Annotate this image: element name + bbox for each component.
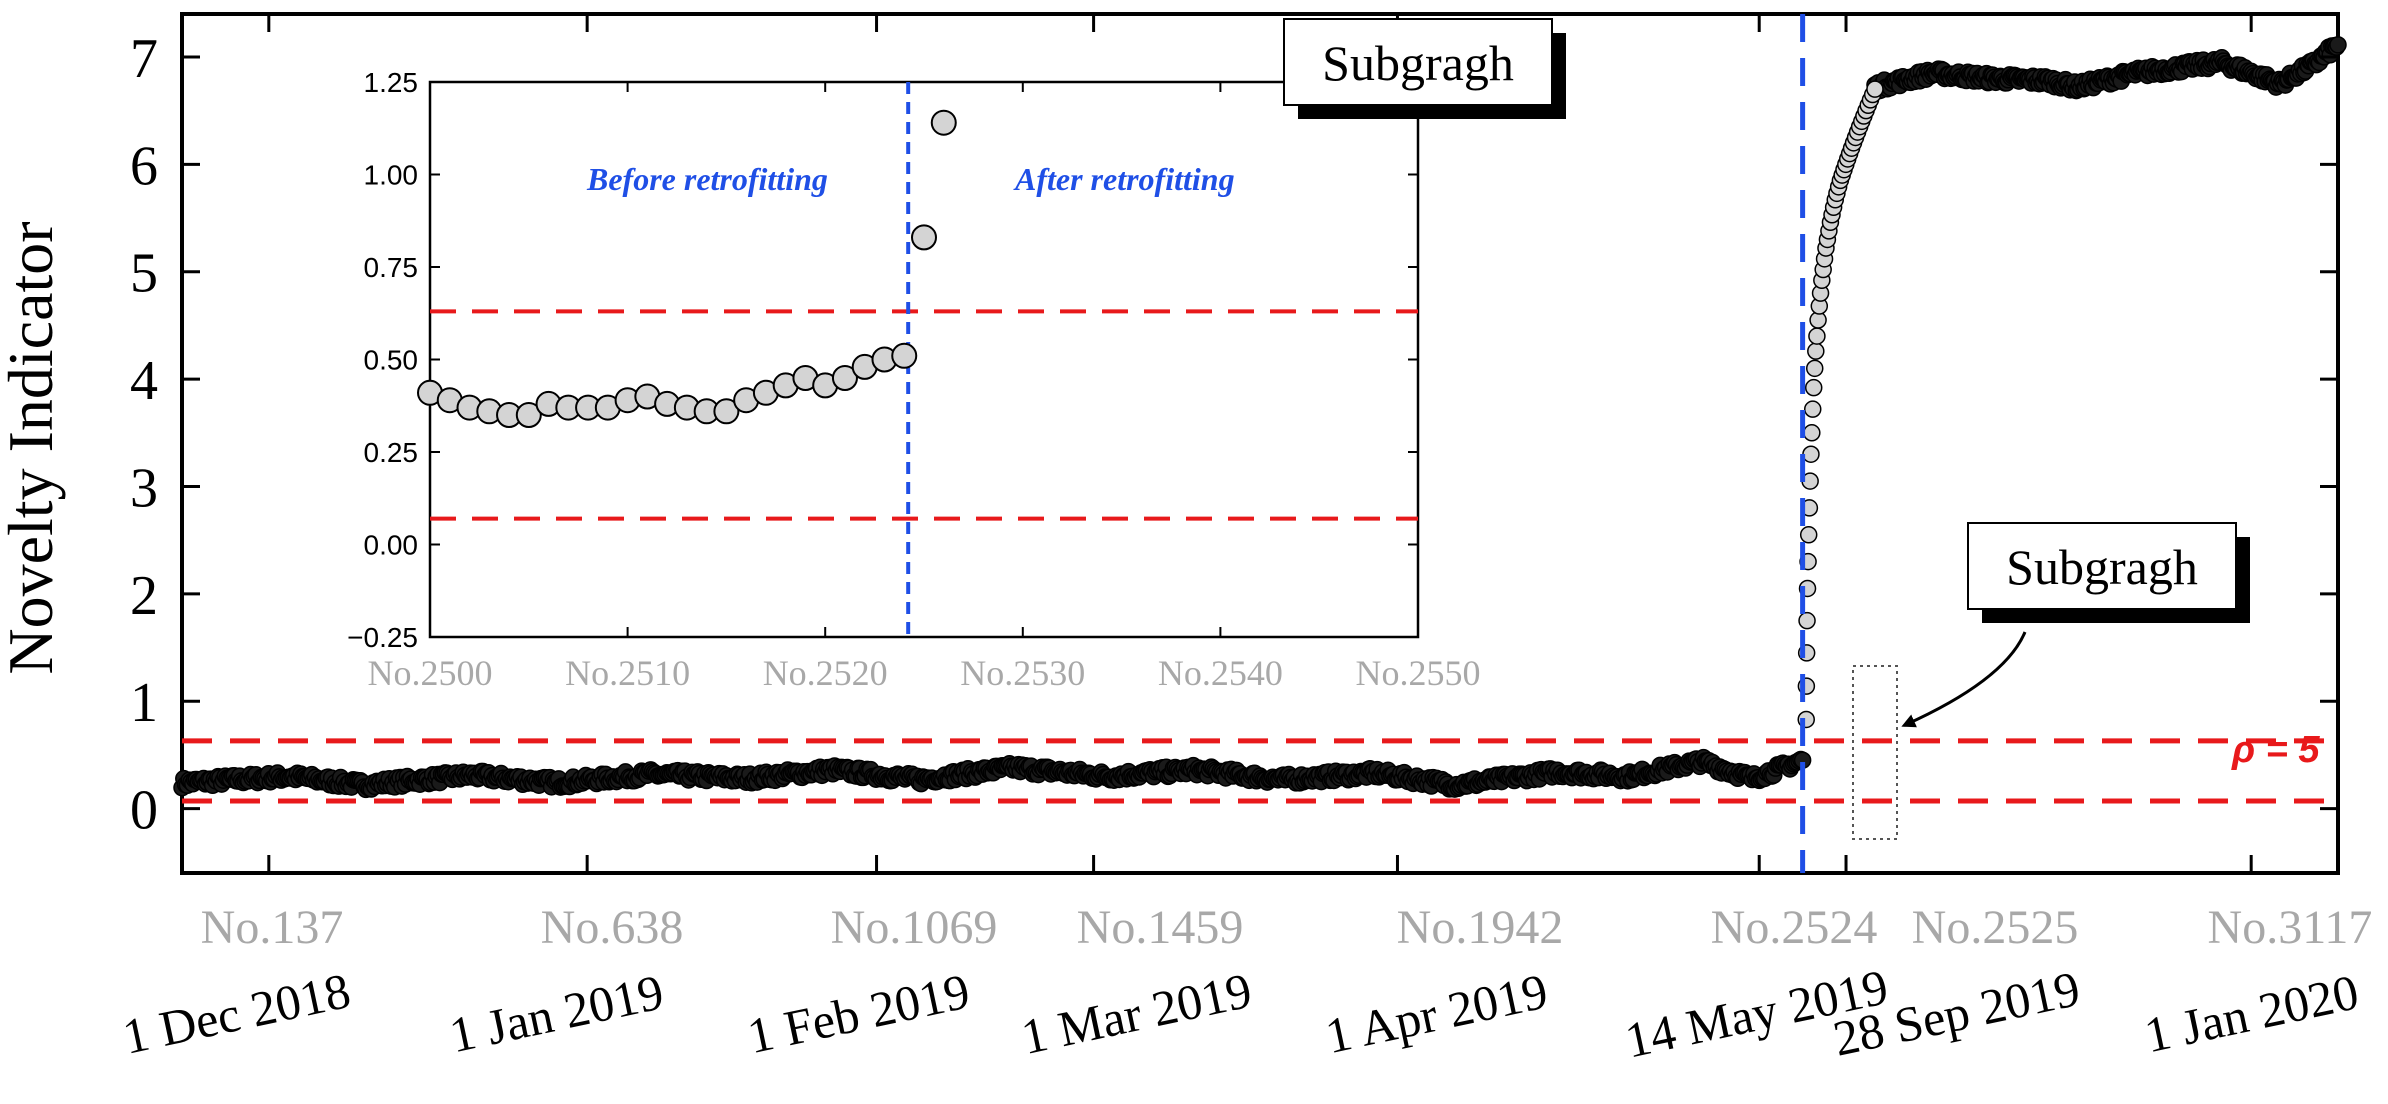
date-label: 1 Mar 2019 (1017, 962, 1257, 1065)
x-tick-label: No.2524 (1711, 901, 1878, 954)
inset-y-tick-label: −0.25 (347, 622, 418, 653)
y-tick-label: 4 (130, 350, 158, 412)
x-tick-label: No.3117 (2208, 901, 2373, 954)
inset-data-point (891, 342, 918, 369)
data-point (1804, 378, 1823, 397)
inset-y-tick-label: 0.50 (364, 345, 419, 376)
inset-before-retrofitting-label: Before retrofitting (586, 161, 828, 197)
y-tick-label: 2 (130, 565, 158, 627)
inset-y-tick-label: 0.75 (364, 252, 419, 283)
data-point (1807, 342, 1825, 360)
date-label: 1 Apr 2019 (1321, 963, 1553, 1065)
data-point (1798, 611, 1816, 630)
inset-y-tick-label: 1.25 (364, 67, 419, 98)
inset-y-tick-label: 0.00 (364, 530, 419, 561)
subgraph-callout-label: Subgragh (2006, 539, 2198, 595)
inset-y-tick-label: 1.00 (364, 160, 419, 191)
inset-threshold-lines (430, 309, 1418, 521)
data-point (1803, 424, 1821, 442)
main-plot-frame (180, 12, 2340, 875)
inset-x-tick-label: No.2540 (1158, 653, 1283, 693)
inset-x-tick-label: No.2530 (960, 653, 1085, 693)
data-point (1799, 526, 1818, 544)
data-point (1808, 327, 1826, 345)
x-tick-label: No.1942 (1397, 901, 1564, 954)
y-axis-label: Novelty Indicator (0, 221, 66, 674)
y-tick-label: 5 (130, 243, 158, 305)
data-point (2329, 36, 2347, 54)
inset-subgraph-title: Subgragh (1322, 35, 1514, 91)
inset-chart: −0.25 0.00 0.25 0.50 0.75 1.00 1.25 No.2500 No.2… (347, 67, 1480, 693)
inset-x-tick-label: No.2500 (368, 653, 493, 693)
main-data-points (173, 36, 2347, 799)
inset-y-tick-label: 0.25 (364, 437, 419, 468)
subgraph-arrow (1901, 631, 2027, 728)
inset-subgraph-callout: Subgragh (1283, 18, 1566, 119)
x-tick-label: No.1459 (1077, 901, 1244, 954)
date-label: 1 Feb 2019 (743, 963, 975, 1065)
main-axes (180, 12, 2340, 875)
main-threshold-lines (182, 738, 2338, 804)
inset-x-tick-label: No.2550 (1356, 653, 1481, 693)
y-tick-label: 6 (130, 135, 158, 197)
y-tick-label: 3 (130, 457, 158, 519)
inset-x-tick-label: No.2520 (763, 653, 888, 693)
threshold-label: ρ = 5 (2231, 729, 2320, 771)
inset-ticks: −0.25 0.00 0.25 0.50 0.75 1.00 1.25 No.2500 No.2… (347, 67, 1480, 693)
y-tick-label: 1 (130, 672, 158, 734)
inset-data-points (417, 109, 957, 428)
data-point (1802, 445, 1820, 463)
x-tick-label: No.1069 (831, 901, 998, 954)
date-label: 1 Jan 2019 (445, 963, 669, 1063)
inset-x-tick-label: No.2510 (565, 653, 690, 693)
data-point (1866, 80, 1884, 98)
date-label: 1 Jan 2020 (2140, 963, 2364, 1063)
subgraph-callout: Subgragh (1967, 522, 2250, 623)
x-tick-label: No.638 (541, 901, 684, 954)
subgraph-region-box (1852, 665, 1898, 840)
inset-data-point (930, 109, 957, 136)
inset-data-point (713, 398, 740, 425)
y-tick-label: 7 (130, 28, 158, 90)
inset-data-point (911, 224, 937, 251)
x-tick-label: No.137 (201, 901, 344, 954)
data-point (1805, 359, 1824, 378)
x-tick-label: No.2525 (1912, 901, 2079, 954)
date-label: 1 Dec 2018 (118, 962, 355, 1065)
inset-after-retrofitting-label: After retrofitting (1013, 161, 1235, 197)
y-tick-label: 0 (130, 780, 158, 842)
data-point (1803, 400, 1822, 418)
inset-data-point (515, 402, 542, 428)
inset-data-point (831, 365, 858, 391)
